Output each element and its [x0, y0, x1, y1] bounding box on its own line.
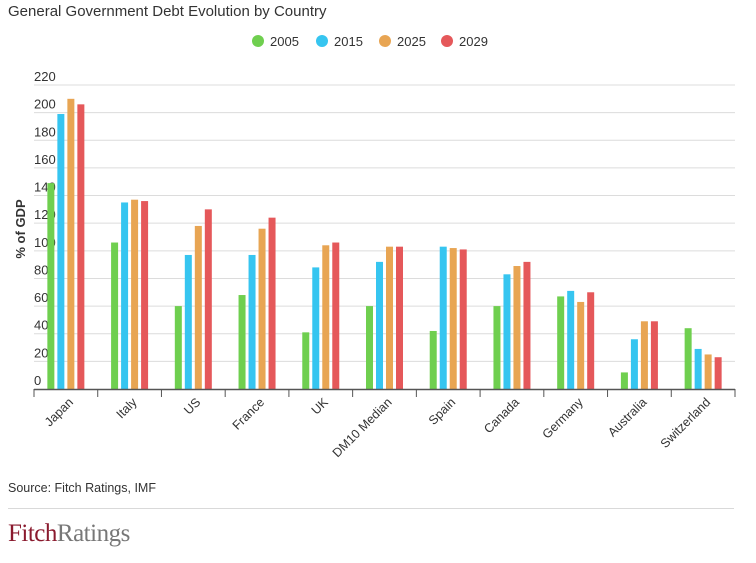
bar-2005-germany[interactable] [557, 296, 565, 389]
y-tick-label: 40 [34, 318, 48, 333]
bar-2005-switzerland[interactable] [684, 328, 692, 389]
bars [47, 98, 722, 390]
x-tick-label: UK [309, 395, 332, 418]
bar-group-dm10-median [366, 246, 403, 389]
y-tick-label: 200 [34, 97, 56, 112]
bar-2015-germany[interactable] [567, 290, 575, 389]
brand-ratings: Ratings [56, 520, 130, 547]
bar-2015-australia[interactable] [630, 339, 638, 389]
y-axis-label: % of GDP [13, 199, 28, 259]
bar-2015-france[interactable] [248, 254, 256, 389]
bar-2005-dm10-median[interactable] [366, 306, 373, 389]
x-tick-label: Germany [540, 395, 587, 442]
x-tick-label: Switzerland [658, 395, 714, 451]
bar-2029-japan[interactable] [77, 104, 85, 389]
bar-2005-us[interactable] [174, 306, 182, 389]
bar-2025-australia[interactable] [640, 321, 648, 389]
legend-swatch [252, 35, 264, 47]
bar-2015-canada[interactable] [503, 274, 511, 389]
y-tick-label: 80 [34, 262, 48, 277]
bar-2025-dm10-median[interactable] [386, 246, 393, 389]
bar-chart: 2005 2015 2025 2029 02040608010012014016018… [13, 34, 736, 460]
y-tick-label: 220 [34, 69, 56, 84]
divider [8, 508, 734, 509]
legend-swatch [441, 35, 453, 47]
chart-title: General Government Debt Evolution by Cou… [8, 3, 327, 20]
bar-2029-canada[interactable] [523, 261, 531, 389]
bar-group-australia [620, 321, 658, 389]
bar-2029-australia[interactable] [650, 321, 658, 389]
legend-label: 2005 [270, 34, 299, 49]
bar-2005-canada[interactable] [493, 306, 501, 389]
bar-2025-switzerland[interactable] [704, 354, 712, 389]
bar-2025-canada[interactable] [513, 266, 521, 389]
bar-2005-france[interactable] [238, 295, 246, 389]
bar-2025-france[interactable] [258, 228, 266, 389]
bar-2005-spain[interactable] [429, 330, 437, 389]
bar-group-japan [47, 98, 85, 390]
x-tick-label: France [230, 395, 267, 432]
legend-label: 2025 [397, 34, 426, 49]
legend-label: 2015 [334, 34, 363, 49]
y-tick-label: 20 [34, 345, 48, 360]
legend-label: 2029 [459, 34, 488, 49]
bar-group-spain [429, 246, 467, 389]
legend-item-2029[interactable]: 2029 [441, 34, 488, 49]
x-tick-label: Japan [42, 395, 76, 429]
bar-2025-us[interactable] [194, 225, 202, 389]
x-tick-label: Italy [114, 395, 141, 422]
bar-2015-us[interactable] [184, 254, 192, 389]
legend-swatch [316, 35, 328, 47]
x-tick-label: Australia [605, 395, 649, 439]
bar-2015-italy[interactable] [121, 202, 129, 389]
y-tick-label: 180 [34, 124, 56, 139]
legend-item-2015[interactable]: 2015 [316, 34, 363, 49]
bar-2029-switzerland[interactable] [714, 357, 722, 389]
bar-2015-uk[interactable] [312, 267, 320, 389]
bar-2025-uk[interactable] [322, 245, 330, 389]
source-note: Source: Fitch Ratings, IMF [8, 481, 156, 495]
x-tick-label: Canada [481, 395, 522, 436]
brand-fitch: Fitch [8, 520, 57, 547]
bar-2029-us[interactable] [204, 209, 212, 389]
bar-2015-spain[interactable] [439, 246, 447, 389]
bar-group-france [238, 217, 276, 389]
y-tick-label: 60 [34, 290, 48, 305]
bar-2029-germany[interactable] [587, 292, 595, 389]
bar-2025-germany[interactable] [577, 301, 585, 389]
bar-group-germany [557, 290, 595, 389]
bar-2015-switzerland[interactable] [694, 348, 702, 389]
chart-legend: 2005 2015 2025 2029 [252, 34, 488, 49]
bar-group-switzerland [684, 328, 722, 389]
bar-2025-italy[interactable] [131, 199, 139, 389]
bar-2029-dm10-median[interactable] [396, 246, 403, 389]
bar-2025-japan[interactable] [67, 98, 75, 390]
bar-2015-dm10-median[interactable] [376, 261, 383, 389]
bar-2005-japan[interactable] [47, 183, 55, 389]
fitch-ratings-logo: FitchRatings [8, 520, 130, 548]
x-tick-label: Spain [426, 395, 459, 428]
gridlines [34, 84, 735, 362]
bar-2005-australia[interactable] [620, 372, 628, 389]
bar-2029-italy[interactable] [141, 201, 149, 389]
legend-swatch [379, 35, 391, 47]
bar-2025-spain[interactable] [449, 248, 457, 389]
y-tick-label: 0 [34, 373, 41, 388]
x-tick-label: DM10 Median [330, 395, 395, 460]
bar-2005-italy[interactable] [111, 242, 119, 389]
bar-2029-uk[interactable] [332, 242, 340, 389]
legend-item-2005[interactable]: 2005 [252, 34, 299, 49]
bar-2005-uk[interactable] [302, 332, 310, 389]
bar-group-canada [493, 261, 531, 389]
x-tick-label: US [181, 395, 203, 417]
legend-item-2025[interactable]: 2025 [379, 34, 426, 49]
bar-group-uk [302, 242, 340, 389]
bar-2015-japan[interactable] [57, 114, 65, 389]
y-tick-label: 160 [34, 152, 56, 167]
bar-2029-france[interactable] [268, 217, 276, 389]
bar-2029-spain[interactable] [459, 249, 467, 389]
bar-group-italy [111, 199, 149, 389]
bar-group-us [174, 209, 212, 389]
